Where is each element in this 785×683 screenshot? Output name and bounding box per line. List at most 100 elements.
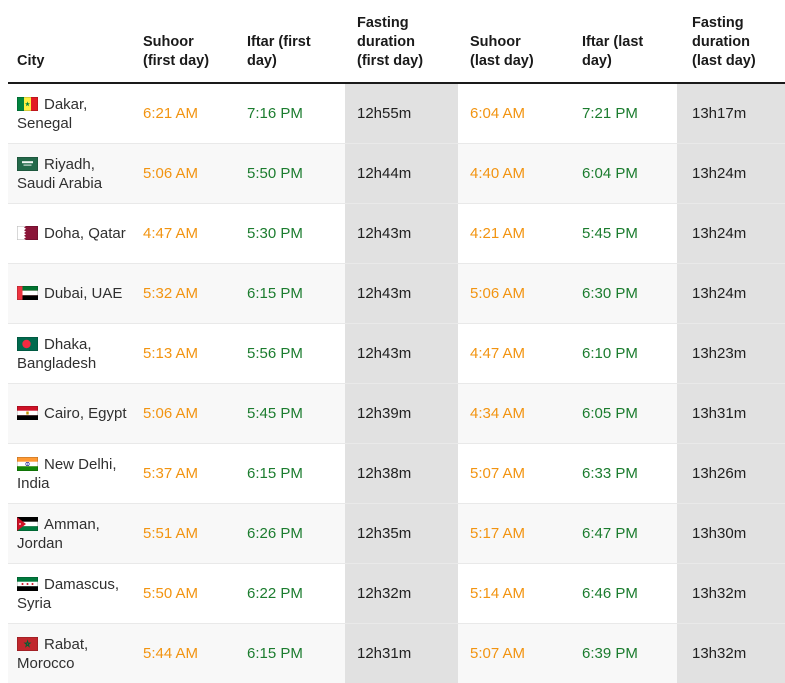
suhoor-last-day-cell: 5:06 AM — [458, 264, 568, 324]
suhoor-first-day-cell: 5:13 AM — [138, 324, 242, 384]
iftar-last-day-cell: 6:47 PM — [568, 504, 677, 564]
flag-jordan-icon — [17, 517, 38, 531]
suhoor-last-day-cell: 4:21 AM — [458, 204, 568, 264]
flag-india-icon — [17, 457, 38, 471]
suhoor-first-day-cell: 5:51 AM — [138, 504, 242, 564]
iftar-last-day-cell: 6:33 PM — [568, 444, 677, 504]
fasting-duration-last-day-cell: 13h32m — [677, 564, 785, 624]
city-cell: Rabat, Morocco — [8, 624, 138, 683]
iftar-first-day-cell: 7:16 PM — [242, 83, 345, 144]
fasting-duration-last-day-cell: 13h24m — [677, 144, 785, 204]
flag-saudi-arabia-icon — [17, 157, 38, 171]
iftar-last-day-cell: 6:04 PM — [568, 144, 677, 204]
suhoor-last-day-cell: 4:40 AM — [458, 144, 568, 204]
fasting-duration-first-day-cell: 12h35m — [345, 504, 458, 564]
fasting-duration-first-day-cell: 12h44m — [345, 144, 458, 204]
suhoor-last-day-cell: 4:47 AM — [458, 324, 568, 384]
flag-uae-icon — [17, 286, 38, 300]
flag-qatar-icon — [17, 226, 38, 240]
flag-egypt-icon — [17, 406, 38, 420]
table-header: City Suhoor (first day) Iftar (first day… — [8, 0, 785, 83]
col-header-duration-first: Fasting duration (first day) — [345, 0, 458, 83]
fasting-duration-last-day-cell: 13h31m — [677, 384, 785, 444]
fasting-duration-last-day-cell: 13h24m — [677, 264, 785, 324]
iftar-last-day-cell: 6:39 PM — [568, 624, 677, 683]
city-cell: Damascus, Syria — [8, 564, 138, 624]
suhoor-last-day-cell: 6:04 AM — [458, 83, 568, 144]
iftar-first-day-cell: 6:15 PM — [242, 624, 345, 683]
fasting-duration-last-day-cell: 13h32m — [677, 624, 785, 683]
iftar-last-day-cell: 6:46 PM — [568, 564, 677, 624]
iftar-first-day-cell: 6:15 PM — [242, 444, 345, 504]
suhoor-first-day-cell: 5:06 AM — [138, 384, 242, 444]
city-name: Cairo, Egypt — [44, 405, 127, 422]
iftar-last-day-cell: 6:05 PM — [568, 384, 677, 444]
fasting-duration-first-day-cell: 12h43m — [345, 204, 458, 264]
suhoor-first-day-cell: 5:32 AM — [138, 264, 242, 324]
suhoor-last-day-cell: 4:34 AM — [458, 384, 568, 444]
iftar-first-day-cell: 5:45 PM — [242, 384, 345, 444]
iftar-first-day-cell: 6:26 PM — [242, 504, 345, 564]
suhoor-last-day-cell: 5:07 AM — [458, 444, 568, 504]
col-header-duration-last: Fasting duration (last day) — [677, 0, 785, 83]
iftar-first-day-cell: 5:30 PM — [242, 204, 345, 264]
iftar-last-day-cell: 6:10 PM — [568, 324, 677, 384]
iftar-last-day-cell: 5:45 PM — [568, 204, 677, 264]
suhoor-last-day-cell: 5:07 AM — [458, 624, 568, 683]
city-cell: Cairo, Egypt — [8, 384, 138, 444]
col-header-suhoor-last: Suhoor (last day) — [458, 0, 568, 83]
iftar-last-day-cell: 7:21 PM — [568, 83, 677, 144]
flag-bangladesh-icon — [17, 337, 38, 351]
city-cell: Doha, Qatar — [8, 204, 138, 264]
iftar-first-day-cell: 5:50 PM — [242, 144, 345, 204]
city-cell: Riyadh, Saudi Arabia — [8, 144, 138, 204]
suhoor-last-day-cell: 5:14 AM — [458, 564, 568, 624]
iftar-last-day-cell: 6:30 PM — [568, 264, 677, 324]
city-name: Dubai, UAE — [44, 285, 122, 302]
fasting-duration-first-day-cell: 12h55m — [345, 83, 458, 144]
iftar-first-day-cell: 6:15 PM — [242, 264, 345, 324]
col-header-city: City — [8, 0, 138, 83]
iftar-first-day-cell: 6:22 PM — [242, 564, 345, 624]
fasting-duration-first-day-cell: 12h31m — [345, 624, 458, 683]
city-cell: Dakar, Senegal — [8, 83, 138, 144]
iftar-first-day-cell: 5:56 PM — [242, 324, 345, 384]
flag-morocco-icon — [17, 637, 38, 651]
suhoor-first-day-cell: 4:47 AM — [138, 204, 242, 264]
fasting-duration-first-day-cell: 12h43m — [345, 264, 458, 324]
flag-syria-icon — [17, 577, 38, 591]
city-name: Doha, Qatar — [44, 225, 126, 242]
city-cell: New Delhi, India — [8, 444, 138, 504]
col-header-iftar-last: Iftar (last day) — [568, 0, 677, 83]
fasting-duration-last-day-cell: 13h23m — [677, 324, 785, 384]
fasting-duration-last-day-cell: 13h26m — [677, 444, 785, 504]
suhoor-first-day-cell: 5:06 AM — [138, 144, 242, 204]
col-header-suhoor-first: Suhoor (first day) — [138, 0, 242, 83]
fasting-duration-last-day-cell: 13h30m — [677, 504, 785, 564]
city-cell: Dubai, UAE — [8, 264, 138, 324]
city-cell: Dhaka, Bangladesh — [8, 324, 138, 384]
flag-senegal-icon — [17, 97, 38, 111]
fasting-duration-first-day-cell: 12h32m — [345, 564, 458, 624]
fasting-duration-first-day-cell: 12h39m — [345, 384, 458, 444]
col-header-iftar-first: Iftar (first day) — [242, 0, 345, 83]
suhoor-last-day-cell: 5:17 AM — [458, 504, 568, 564]
fasting-duration-first-day-cell: 12h43m — [345, 324, 458, 384]
fasting-duration-last-day-cell: 13h24m — [677, 204, 785, 264]
suhoor-first-day-cell: 6:21 AM — [138, 83, 242, 144]
fasting-duration-last-day-cell: 13h17m — [677, 83, 785, 144]
suhoor-first-day-cell: 5:44 AM — [138, 624, 242, 683]
fasting-duration-first-day-cell: 12h38m — [345, 444, 458, 504]
